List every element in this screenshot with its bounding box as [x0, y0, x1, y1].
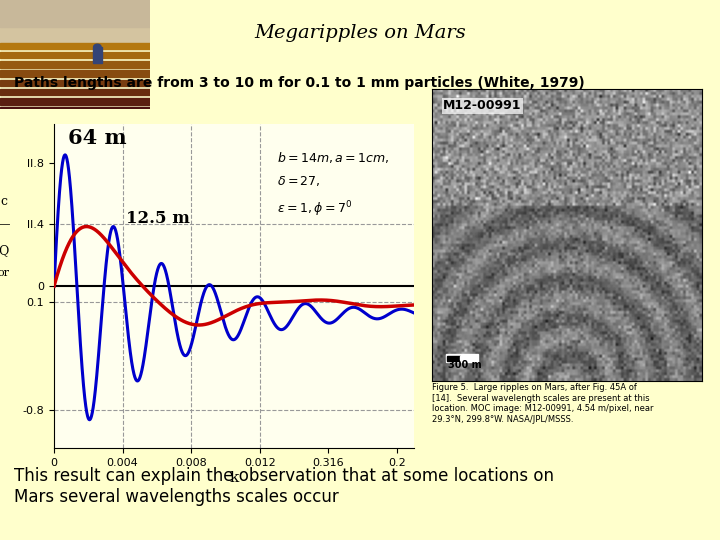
Bar — [0, 98, 150, 105]
Bar — [0, 61, 150, 68]
Bar — [460, 356, 474, 361]
Text: M12-00991: M12-00991 — [443, 99, 521, 112]
Text: This result can explain the observation that at some locations on
Mars several w: This result can explain the observation … — [14, 467, 554, 506]
Text: 12.5 m: 12.5 m — [126, 210, 190, 227]
Bar — [0, 107, 150, 114]
Text: Paths lengths are from 3 to 10 m for 0.1 to 1 mm particles (White, 1979): Paths lengths are from 3 to 10 m for 0.1… — [14, 76, 585, 90]
Bar — [0, 79, 150, 86]
Text: Figure 5.  Large ripples on Mars, after Fig. 45A of
[14].  Several wavelength sc: Figure 5. Large ripples on Mars, after F… — [432, 383, 654, 423]
Text: $b = 14m, a = 1cm,$
$\delta = 27,$
$\varepsilon = 1, \phi = 7^0$: $b = 14m, a = 1cm,$ $\delta = 27,$ $\var… — [277, 151, 390, 219]
Bar — [93, 47, 102, 63]
Text: 300 m: 300 m — [448, 360, 482, 369]
Bar — [0, 0, 150, 27]
Bar — [0, 52, 150, 58]
Bar — [0, 43, 150, 49]
Text: or: or — [0, 268, 9, 279]
X-axis label: k: k — [230, 471, 238, 485]
Bar — [0, 89, 150, 96]
Text: c: c — [0, 195, 7, 208]
Bar — [447, 356, 460, 361]
Text: Q: Q — [0, 244, 9, 257]
Bar — [446, 354, 478, 362]
Text: Megaripples on Mars: Megaripples on Mars — [254, 24, 466, 42]
Circle shape — [94, 44, 101, 50]
Bar — [0, 70, 150, 77]
Text: 64 m: 64 m — [68, 129, 126, 148]
Text: —: — — [0, 218, 10, 231]
Bar — [0, 0, 150, 49]
